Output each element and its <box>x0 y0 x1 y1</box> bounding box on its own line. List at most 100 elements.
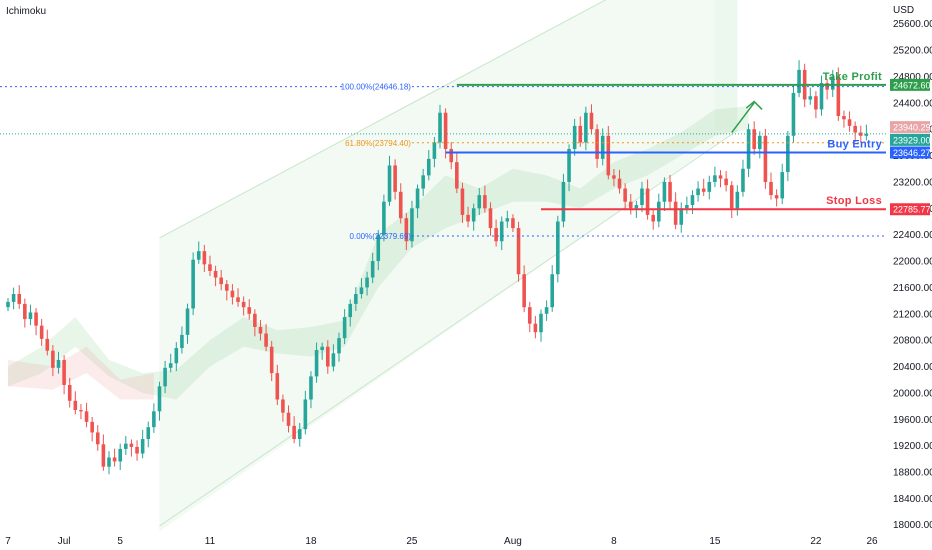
candle[interactable] <box>657 193 661 228</box>
candle[interactable] <box>6 297 10 312</box>
candle[interactable] <box>640 181 644 213</box>
candle[interactable] <box>39 318 44 346</box>
candle[interactable] <box>180 326 184 354</box>
candle[interactable] <box>718 170 723 188</box>
candle[interactable] <box>135 440 139 461</box>
candle[interactable] <box>191 252 195 316</box>
candle[interactable] <box>600 128 605 166</box>
candle[interactable] <box>359 278 364 299</box>
candle[interactable] <box>28 304 33 326</box>
candle[interactable] <box>264 324 268 352</box>
candle[interactable] <box>455 152 459 194</box>
candle[interactable] <box>438 104 442 149</box>
candle[interactable] <box>415 184 420 219</box>
candle[interactable] <box>292 416 296 444</box>
candle[interactable] <box>830 69 835 97</box>
candle[interactable] <box>365 271 369 296</box>
candle[interactable] <box>404 213 409 251</box>
candle[interactable] <box>673 192 678 230</box>
candle[interactable] <box>107 451 111 475</box>
candle[interactable] <box>808 87 813 105</box>
candle[interactable] <box>578 116 583 147</box>
candle[interactable] <box>612 169 616 187</box>
candle[interactable] <box>253 309 257 337</box>
candle[interactable] <box>124 435 128 456</box>
candle[interactable] <box>797 60 801 98</box>
candle[interactable] <box>45 329 50 356</box>
candle[interactable] <box>337 332 341 362</box>
time-axis[interactable]: 7 Jul 5 11 18 25 Aug 8 15 22 26 <box>5 536 878 547</box>
candle[interactable] <box>471 203 476 231</box>
candle[interactable] <box>17 285 22 309</box>
candle[interactable] <box>331 344 336 372</box>
candle[interactable] <box>864 124 869 141</box>
candle[interactable] <box>314 342 319 383</box>
candle[interactable] <box>628 194 633 215</box>
candle[interactable] <box>679 202 684 233</box>
candle[interactable] <box>488 202 493 236</box>
candle[interactable] <box>140 429 145 459</box>
candle[interactable] <box>202 244 207 272</box>
candle[interactable] <box>443 108 448 159</box>
candle[interactable] <box>79 404 83 420</box>
candle[interactable] <box>208 255 212 277</box>
candle[interactable] <box>174 342 179 372</box>
candle[interactable] <box>275 364 280 406</box>
candle[interactable] <box>11 287 16 310</box>
candle[interactable] <box>90 416 94 442</box>
candle[interactable] <box>247 299 252 320</box>
candle[interactable] <box>258 320 263 341</box>
candles-layer[interactable] <box>6 60 869 475</box>
candle[interactable] <box>527 301 532 333</box>
candle[interactable] <box>95 425 100 451</box>
candle[interactable] <box>382 194 386 242</box>
candle[interactable] <box>342 309 347 345</box>
candle[interactable] <box>724 170 728 192</box>
candle[interactable] <box>286 405 291 433</box>
candle[interactable] <box>23 298 27 328</box>
candle[interactable] <box>62 355 66 395</box>
candle[interactable] <box>791 85 796 143</box>
candle[interactable] <box>533 315 538 339</box>
candle[interactable] <box>539 309 543 342</box>
candle[interactable] <box>589 104 594 135</box>
candle[interactable] <box>696 181 700 202</box>
candle[interactable] <box>847 111 852 132</box>
candle[interactable] <box>516 221 521 282</box>
candle[interactable] <box>297 422 302 447</box>
candle[interactable] <box>163 360 167 394</box>
candle[interactable] <box>269 340 274 382</box>
candle[interactable] <box>645 179 650 220</box>
candle[interactable] <box>112 448 117 467</box>
candle[interactable] <box>410 200 414 248</box>
candle[interactable] <box>34 308 38 336</box>
candle[interactable] <box>842 110 846 128</box>
candle[interactable] <box>393 159 397 200</box>
candle[interactable] <box>662 177 667 212</box>
candle[interactable] <box>325 340 330 374</box>
candle[interactable] <box>241 296 246 316</box>
candle[interactable] <box>617 169 622 194</box>
candle[interactable] <box>146 421 151 448</box>
candle[interactable] <box>707 175 712 200</box>
candle[interactable] <box>303 390 308 435</box>
candle[interactable] <box>225 279 229 301</box>
candle[interactable] <box>51 345 55 377</box>
candle[interactable] <box>819 75 824 116</box>
candle[interactable] <box>219 269 223 291</box>
candle[interactable] <box>769 172 773 200</box>
candle[interactable] <box>561 173 566 228</box>
candle[interactable] <box>757 131 762 159</box>
candle[interactable] <box>348 299 353 327</box>
candle[interactable] <box>213 265 218 287</box>
candle[interactable] <box>858 125 863 143</box>
candle[interactable] <box>494 219 498 247</box>
candle[interactable] <box>157 381 162 421</box>
candle[interactable] <box>746 123 751 178</box>
candle[interactable] <box>460 182 465 224</box>
candle[interactable] <box>426 149 431 181</box>
candle[interactable] <box>556 215 560 283</box>
candle[interactable] <box>690 190 695 214</box>
candle[interactable] <box>309 371 313 409</box>
candle[interactable] <box>752 121 756 155</box>
